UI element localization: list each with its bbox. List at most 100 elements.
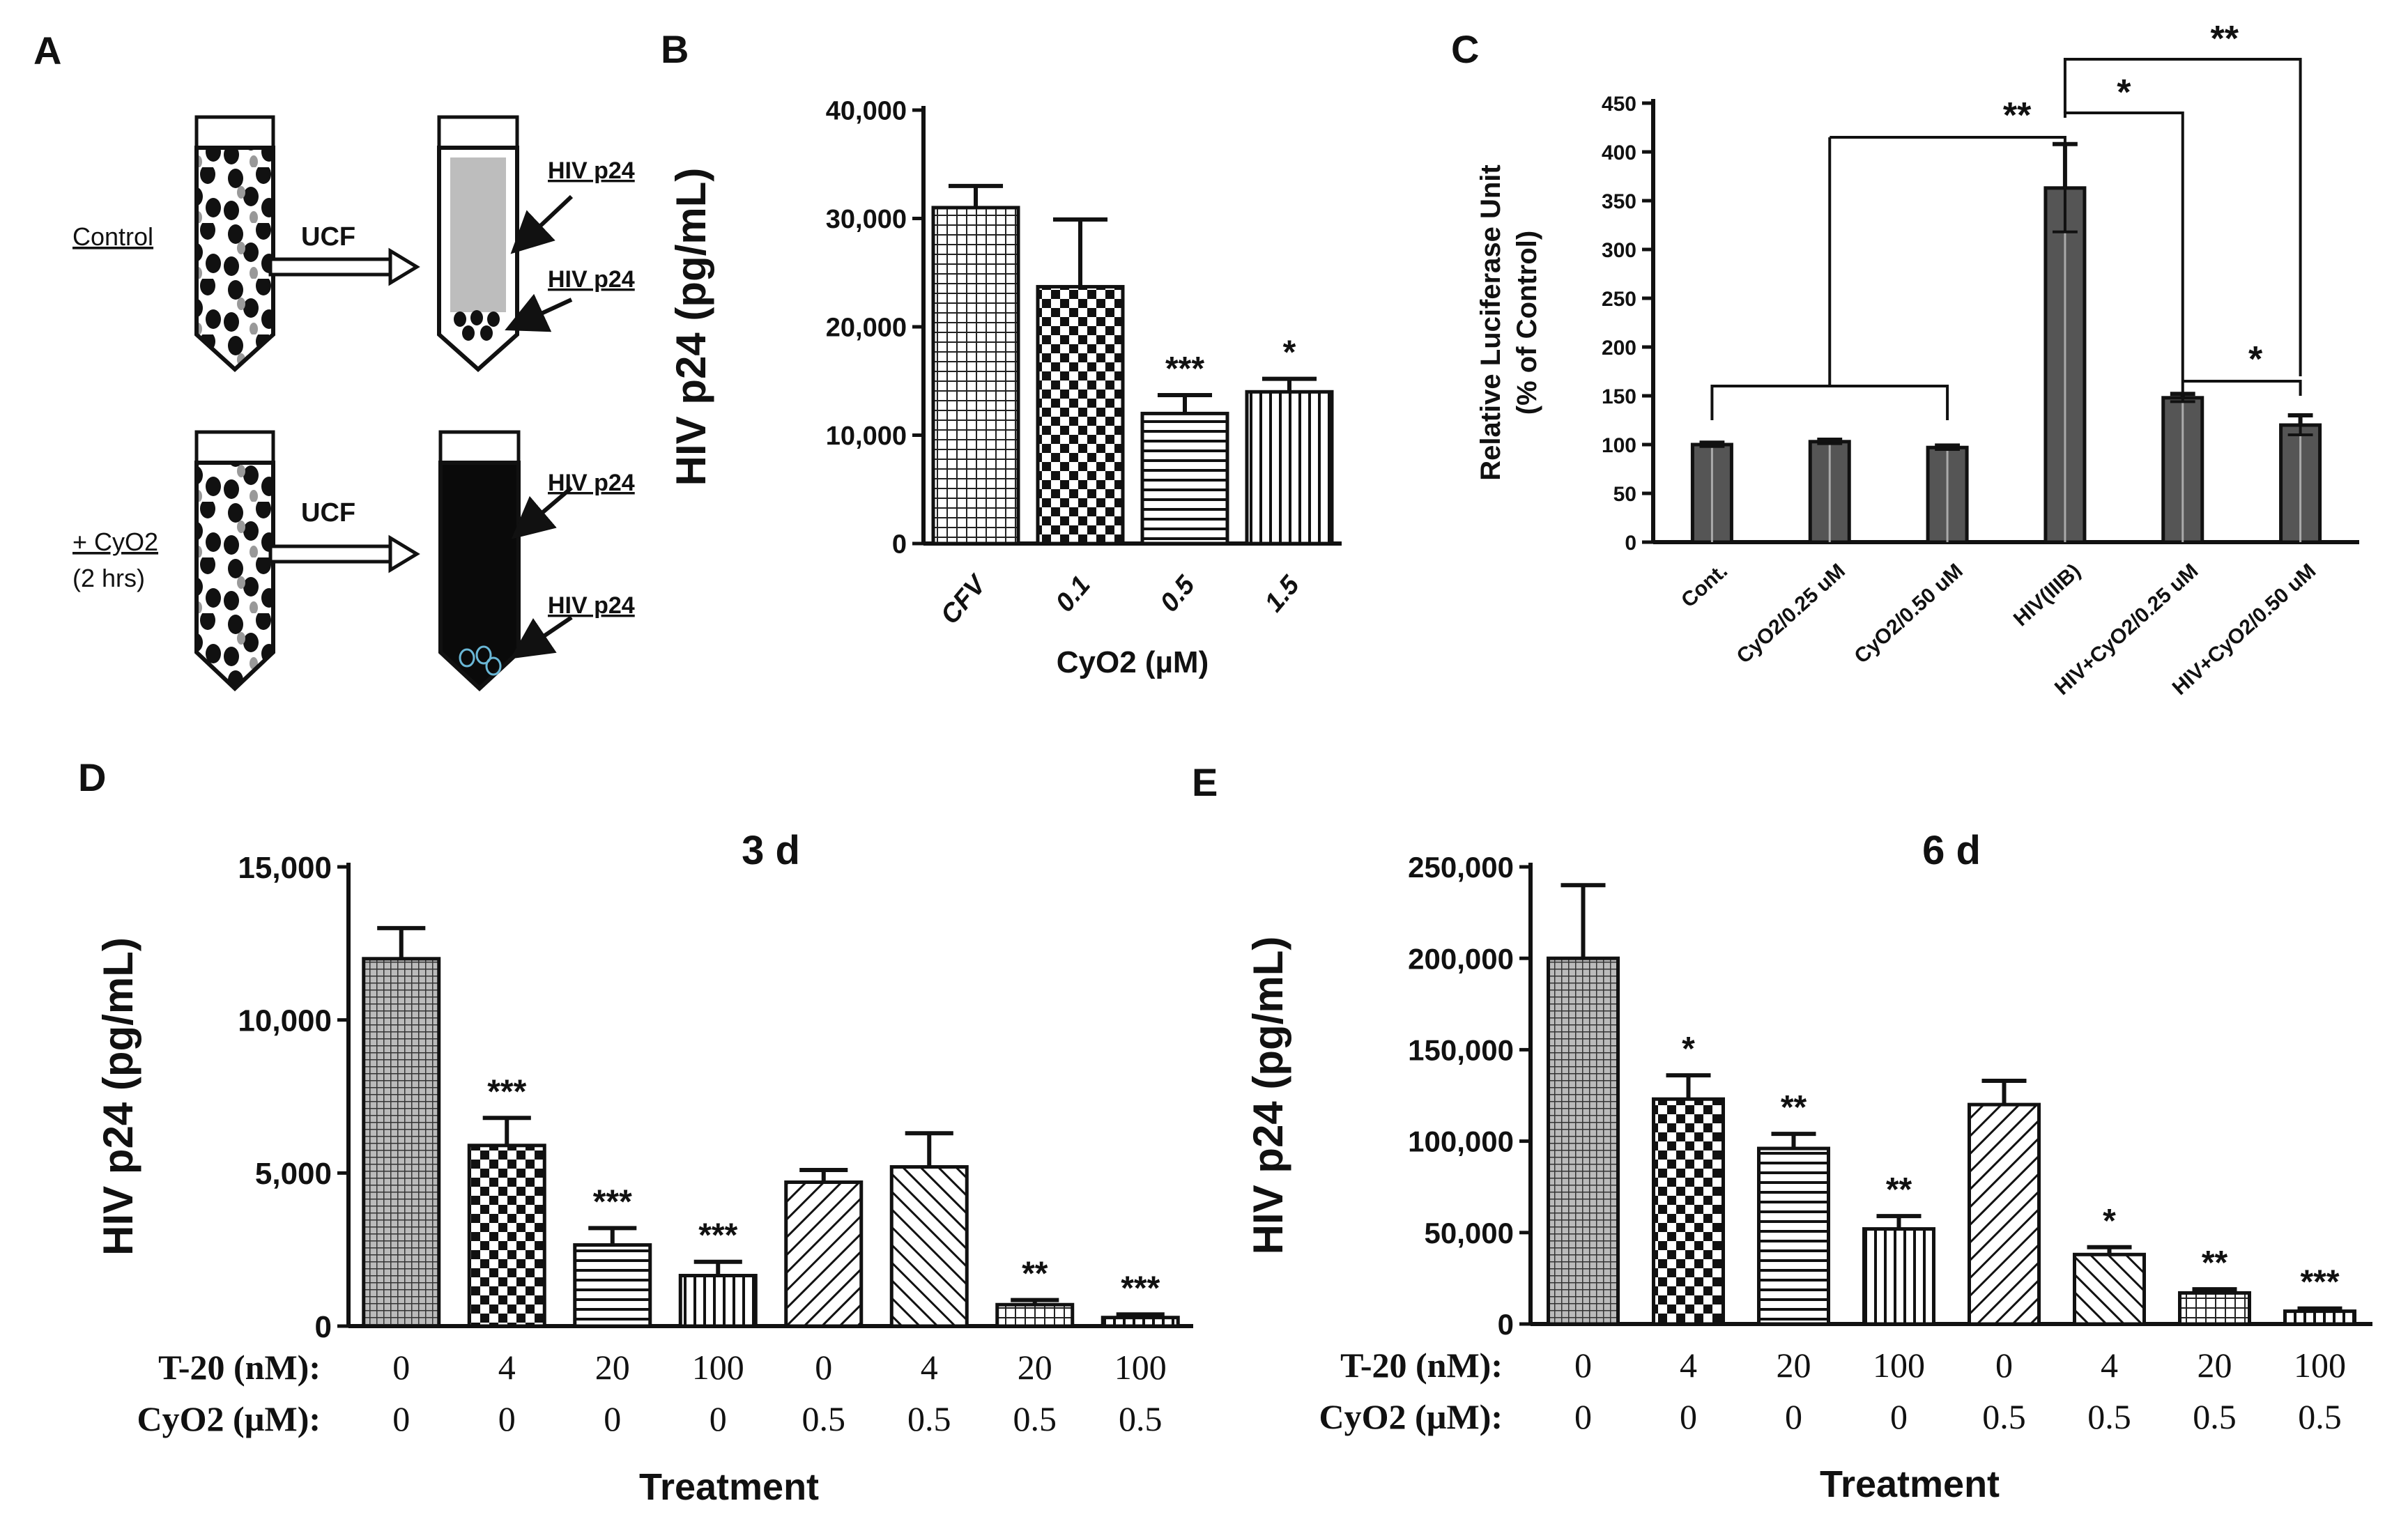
bar: [1652, 1097, 1725, 1326]
y-tick-label: 50,000: [1425, 1217, 1514, 1249]
y-tick-label: 250: [1602, 288, 1636, 311]
y-tick-label: 300: [1602, 239, 1636, 262]
p24-pointer-2: [505, 293, 573, 332]
panel-c-letter: C: [1451, 27, 1479, 71]
ucf-label-top: UCF: [301, 222, 355, 252]
cyo2-value: 0: [710, 1399, 727, 1438]
cyo2-time-label: (2 hrs): [72, 564, 145, 592]
bar: [1968, 1102, 2041, 1326]
y-tick-label: 200,000: [1408, 942, 1514, 975]
ucf-label-bottom: UCF: [301, 498, 355, 528]
t20-value: 100: [692, 1348, 744, 1387]
cyo2-value: 0: [1785, 1397, 1802, 1436]
y-tick-label: 100: [1602, 434, 1636, 457]
significance-label: **: [1886, 1171, 1912, 1208]
t20-value: 20: [2198, 1346, 2232, 1385]
y-tick-label: 0: [892, 530, 907, 560]
group-bracket-line: [1710, 385, 1949, 420]
bar: [931, 206, 1020, 546]
t20-value: 4: [1680, 1346, 1697, 1385]
bar: [573, 1243, 652, 1328]
x-axis-label: Treatment: [639, 1466, 819, 1508]
significance-label: *: [1283, 334, 1296, 371]
cyo2-value: 0: [498, 1399, 516, 1438]
y-tick-label: 0: [1498, 1308, 1514, 1341]
t20-value: 100: [1114, 1348, 1167, 1387]
x-tick-label: 1.5: [1259, 570, 1306, 617]
bar: [784, 1180, 864, 1328]
chart-panel-c: C 0 50 100 150 200 250 300 350 400 450 Relative Luc…: [1451, 19, 2359, 700]
significance-label: ***: [1165, 351, 1204, 387]
bar: [1245, 390, 1334, 546]
cyo2-value: 0.5: [1119, 1399, 1163, 1438]
t20-value: 100: [1873, 1346, 1925, 1385]
row-label-cyo2: CyO2 (µM):: [1319, 1397, 1503, 1436]
panel-e-letter: E: [1192, 760, 1218, 804]
x-tick-label: 0.1: [1050, 571, 1096, 617]
y-tick-label: 0: [315, 1310, 332, 1344]
y-tick-label: 200: [1602, 337, 1636, 360]
significance-label: ***: [593, 1183, 632, 1220]
chart-panel-e: E 6 d 0 50,000 100,000 150,000 200,000 250,000 H…: [1192, 760, 2372, 1505]
x-tick-label: CFV: [935, 569, 993, 630]
y-tick-label: 150: [1602, 385, 1636, 408]
bracket-line: [2063, 58, 2302, 376]
y-tick-label: 150,000: [1408, 1034, 1514, 1067]
significance-label: ***: [1121, 1270, 1160, 1307]
t20-value: 0: [1995, 1346, 2013, 1385]
chart-title: 6 d: [1922, 828, 1981, 873]
significance-label: **: [1781, 1089, 1807, 1126]
cyo2-value: 0: [392, 1399, 410, 1438]
y-tick-label: 350: [1602, 190, 1636, 213]
y-axis-label: HIV p24 (pg/mL): [1245, 937, 1291, 1255]
panel-a-letter: A: [33, 29, 61, 72]
significance-label: *: [2103, 1203, 2116, 1240]
cyo2-value: 0.5: [2193, 1397, 2237, 1436]
bar: [1862, 1227, 1935, 1326]
panel-d-letter: D: [78, 755, 106, 799]
cyo2-value: 0.5: [907, 1399, 951, 1438]
bracket-label: **: [2211, 19, 2239, 59]
bar: [2178, 1291, 2251, 1326]
y-tick-label: 30,000: [826, 205, 907, 234]
significance-label: *: [1682, 1031, 1695, 1068]
t20-value: 4: [921, 1348, 938, 1387]
bracket-line: [2063, 111, 2184, 398]
y-tick-label: 0: [1625, 532, 1636, 555]
bar: [889, 1165, 969, 1328]
y-tick-label: 50: [1613, 483, 1636, 506]
y-axis-label: HIV p24 (pg/mL): [668, 168, 714, 486]
significance-label: ***: [2300, 1264, 2339, 1301]
bar: [1140, 411, 1229, 546]
y-tick-label: 5,000: [255, 1157, 332, 1191]
x-axis-label: Treatment: [1820, 1463, 2000, 1505]
cyo2-value: 0: [1680, 1397, 1697, 1436]
y-tick-label: 250,000: [1408, 851, 1514, 884]
bar: [1757, 1146, 1830, 1326]
cyo2-value: 0.5: [2087, 1397, 2131, 1436]
y-tick-label: 15,000: [238, 851, 332, 885]
y-tick-label: 100,000: [1408, 1125, 1514, 1158]
panel-b-letter: B: [661, 27, 689, 71]
bar: [2283, 1309, 2356, 1326]
ucf-arrow-top: [268, 247, 420, 286]
y-tick-label: 10,000: [826, 422, 907, 451]
cyo2-value: 0.5: [802, 1399, 846, 1438]
cyo2-value: 0: [1890, 1397, 1908, 1436]
significance-label: ***: [698, 1217, 737, 1254]
p24-pointer-1: [510, 194, 574, 254]
t20-value: 0: [392, 1348, 410, 1387]
t20-value: 20: [1777, 1346, 1811, 1385]
x-axis-label: CyO2 (µM): [1057, 645, 1209, 679]
bracket-label: *: [2117, 72, 2131, 113]
row-label-cyo2: CyO2 (µM):: [137, 1399, 321, 1438]
x-tick-label: CyO2/0.25 uM: [1733, 560, 1850, 668]
y-tick-label: 10,000: [238, 1004, 332, 1038]
bar: [1036, 284, 1125, 546]
significance-label: **: [1022, 1256, 1048, 1293]
cyo2-value: 0.5: [2298, 1397, 2342, 1436]
t20-value: 4: [2101, 1346, 2118, 1385]
bar: [1547, 956, 1620, 1326]
x-tick-label: 0.5: [1155, 570, 1202, 617]
